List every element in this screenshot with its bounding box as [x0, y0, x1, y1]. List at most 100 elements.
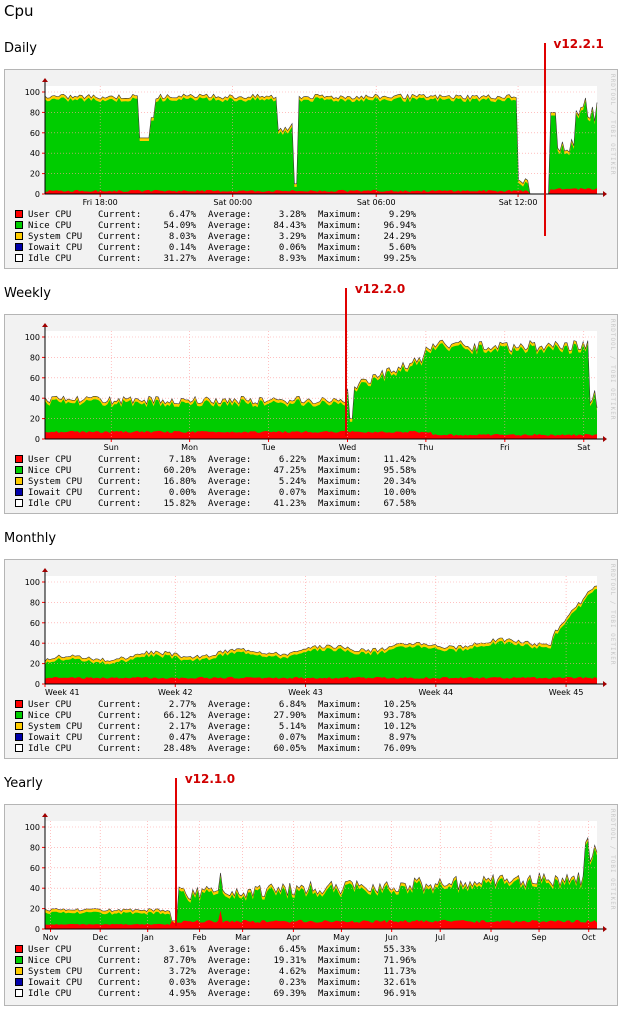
series-nice-area [45, 97, 597, 194]
legend-current-label: Current: [98, 488, 142, 498]
legend-current-label: Current: [98, 221, 142, 231]
legend-average-label: Average: [208, 488, 252, 498]
x-tick-label: Week 43 [288, 688, 323, 697]
legend-current-value: 4.95% [168, 989, 196, 999]
legend-current-label: Current: [98, 243, 142, 253]
legend-series-name: System CPU [28, 232, 83, 242]
legend-current-label: Current: [98, 733, 142, 743]
y-axis-arrow [42, 78, 48, 82]
series-nice-area [45, 589, 597, 684]
legend-average-value: 3.28% [278, 210, 306, 220]
legend-row: User CPU Current: 2.77% Average: 6.84% Maximu… [15, 699, 428, 711]
legend-maximum-value: 8.97% [388, 733, 416, 743]
legend-row: Iowait CPU Current: 0.03% Average: 0.23% Maxi… [15, 977, 428, 989]
legend-current-value: 3.61% [168, 945, 196, 955]
legend-average-value: 5.24% [278, 477, 306, 487]
graph-legend: User CPU Current: 6.47% Average: 3.28% Maximu… [15, 209, 428, 265]
legend-row: System CPU Current: 8.03% Average: 3.29% Maxi… [15, 231, 428, 243]
legend-row: System CPU Current: 2.17% Average: 5.14% Maxi… [15, 721, 428, 733]
y-tick-label: 60 [30, 619, 40, 628]
legend-average-label: Average: [208, 499, 252, 509]
legend-current-value: 0.47% [168, 733, 196, 743]
version-marker-line [344, 288, 347, 436]
legend-maximum-value: 55.33% [383, 945, 416, 955]
legend-maximum-label: Maximum: [318, 210, 362, 220]
legend-average-value: 6.84% [278, 700, 306, 710]
legend-swatch [15, 955, 23, 964]
legend-average-value: 84.43% [273, 221, 306, 231]
legend-average-label: Average: [208, 744, 252, 754]
graph-legend: User CPU Current: 7.18% Average: 6.22% Maximu… [15, 454, 428, 510]
legend-current-label: Current: [98, 210, 142, 220]
legend-swatch [15, 699, 23, 708]
x-axis-arrow [603, 926, 607, 932]
x-tick-label: Jun [384, 933, 398, 942]
legend-maximum-value: 11.42% [383, 455, 416, 465]
legend-maximum-value: 20.34% [383, 477, 416, 487]
legend-series-name: Nice CPU [28, 711, 72, 721]
x-tick-label: Jul [434, 933, 445, 942]
version-marker-label: v12.2.1 [553, 37, 604, 51]
x-tick-label: Sun [104, 443, 119, 452]
legend-average-value: 69.39% [273, 989, 306, 999]
legend-maximum-label: Maximum: [318, 967, 362, 977]
legend-average-label: Average: [208, 466, 252, 476]
y-tick-label: 100 [25, 578, 40, 587]
legend-average-value: 6.45% [278, 945, 306, 955]
y-tick-label: 60 [30, 374, 40, 383]
legend-maximum-label: Maximum: [318, 254, 362, 264]
x-tick-label: Nov [43, 933, 59, 942]
legend-current-value: 28.48% [163, 744, 196, 754]
x-tick-label: Fri [500, 443, 510, 452]
legend-current-value: 3.72% [168, 967, 196, 977]
x-tick-label: Mar [235, 933, 251, 942]
legend-current-label: Current: [98, 967, 142, 977]
y-tick-label: 100 [25, 88, 40, 97]
legend-row: Idle CPU Current: 31.27% Average: 8.93% Maxim… [15, 253, 428, 265]
legend-series-name: Nice CPU [28, 221, 72, 231]
legend-current-label: Current: [98, 499, 142, 509]
legend-current-value: 31.27% [163, 254, 196, 264]
legend-swatch [15, 242, 23, 251]
x-axis-arrow [603, 681, 607, 687]
legend-maximum-label: Maximum: [318, 477, 362, 487]
legend-series-name: Iowait CPU [28, 733, 83, 743]
x-tick-label: Sat 12:00 [499, 198, 538, 207]
series-total-line [44, 585, 598, 662]
legend-swatch [15, 476, 23, 485]
rrdtool-watermark: RRDTOOL / TOBI OETIKER [609, 74, 616, 176]
legend-average-label: Average: [208, 232, 252, 242]
series-nice-area [45, 343, 597, 439]
legend-maximum-label: Maximum: [318, 722, 362, 732]
legend-maximum-label: Maximum: [318, 945, 362, 955]
legend-maximum-label: Maximum: [318, 455, 362, 465]
x-axis-arrow [603, 191, 607, 197]
legend-swatch [15, 220, 23, 229]
legend-maximum-label: Maximum: [318, 243, 362, 253]
graph-panel: 0 20 40 60 80 100 Nov Dec Jan Feb Mar Apr May Jun Jul A… [4, 804, 618, 1006]
legend-row: Nice CPU Current: 54.09% Average: 84.43% Maxi… [15, 220, 428, 232]
legend-current-label: Current: [98, 466, 142, 476]
legend-series-name: Iowait CPU [28, 978, 83, 988]
x-tick-label: May [333, 933, 350, 942]
x-tick-label: Thu [417, 443, 433, 452]
legend-row: User CPU Current: 3.61% Average: 6.45% Maximu… [15, 944, 428, 956]
legend-maximum-label: Maximum: [318, 488, 362, 498]
legend-average-value: 27.90% [273, 711, 306, 721]
version-marker-line [174, 778, 177, 926]
legend-average-label: Average: [208, 978, 252, 988]
y-axis-arrow [42, 813, 48, 817]
legend-current-label: Current: [98, 711, 142, 721]
legend-current-value: 60.20% [163, 466, 196, 476]
legend-row: System CPU Current: 3.72% Average: 4.62% Maxi… [15, 966, 428, 978]
legend-row: Nice CPU Current: 87.70% Average: 19.31% Maxi… [15, 955, 428, 967]
x-tick-label: Aug [483, 933, 499, 942]
y-tick-label: 80 [30, 108, 40, 117]
legend-current-value: 6.47% [168, 210, 196, 220]
section-title: Yearly [4, 776, 43, 791]
series-nice-area [45, 841, 597, 929]
legend-maximum-label: Maximum: [318, 700, 362, 710]
legend-maximum-label: Maximum: [318, 499, 362, 509]
cpu-graph: 0 20 40 60 80 100 Fri 18:00 Sat 00:00 Sat 06:00 S… [25, 78, 607, 207]
legend-maximum-value: 32.61% [383, 978, 416, 988]
